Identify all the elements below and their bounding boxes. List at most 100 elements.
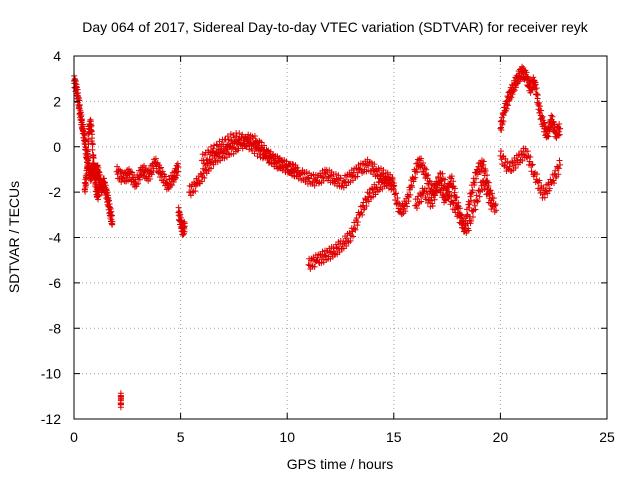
data-point-dense	[347, 237, 354, 244]
data-point-dense	[502, 155, 509, 162]
data-point-dense	[318, 174, 325, 181]
data-point-dense	[404, 203, 411, 210]
data-point-dense	[115, 166, 122, 173]
data-point-dense	[198, 178, 205, 185]
y-tick-label: -6	[49, 275, 62, 291]
x-tick-label: 15	[386, 429, 402, 445]
data-point-dense	[439, 170, 446, 177]
data-point-dense	[181, 228, 188, 235]
data-point-dense	[448, 173, 455, 180]
data-point-dense	[412, 174, 419, 181]
data-point-dense	[508, 158, 515, 165]
data-point	[175, 164, 182, 171]
data-point-dense	[423, 172, 430, 179]
data-point-dense	[195, 177, 202, 184]
data-point-dense	[133, 181, 140, 188]
data-point-dense	[333, 175, 340, 182]
data-point-dense	[96, 191, 103, 198]
data-point-dense	[555, 171, 562, 178]
data-point-dense	[407, 191, 414, 198]
data-point-dense	[380, 166, 387, 173]
data-point-dense	[187, 192, 194, 199]
data-point-dense	[223, 144, 230, 151]
x-tick-label: 10	[279, 429, 295, 445]
data-point-dense	[509, 91, 516, 98]
data-point-dense	[523, 69, 530, 76]
data-point-dense	[473, 192, 480, 199]
data-point-dense	[549, 113, 556, 120]
data-point-dense	[459, 224, 466, 231]
data-point-dense	[336, 249, 343, 256]
data-point-dense	[472, 206, 479, 213]
data-point-dense	[524, 148, 531, 155]
data-point-dense	[500, 112, 507, 119]
data-point-dense	[455, 205, 462, 212]
data-point-dense	[498, 126, 505, 133]
data-point-dense	[354, 173, 361, 180]
data-point-dense	[214, 142, 221, 149]
data-point-dense	[201, 160, 208, 167]
data-point-dense	[247, 136, 254, 143]
data-point-dense	[450, 178, 457, 185]
data-point-dense	[281, 157, 288, 164]
data-point-dense	[533, 171, 540, 178]
data-point-dense	[425, 171, 432, 178]
data-point-dense	[469, 189, 476, 196]
data-point-dense	[353, 215, 360, 222]
data-point-dense	[230, 132, 237, 139]
data-point-dense	[311, 263, 318, 270]
data-point-dense	[208, 165, 215, 172]
data-point-dense	[83, 180, 90, 187]
data-point-dense	[409, 184, 416, 191]
data-point-dense	[504, 101, 511, 108]
data-point-dense	[491, 208, 498, 215]
data-point-dense	[76, 97, 83, 104]
data-point-dense	[483, 172, 490, 179]
data-point-dense	[84, 153, 91, 160]
data-point-dense	[387, 181, 394, 188]
data-point-dense	[226, 143, 233, 150]
data-point	[145, 173, 152, 180]
data-point-dense	[420, 159, 427, 166]
data-point-dense	[421, 165, 428, 172]
data-point-dense	[157, 164, 164, 171]
data-point-dense	[311, 182, 318, 189]
data-point-dense	[142, 165, 149, 172]
data-point-dense	[156, 165, 163, 172]
data-point-dense	[457, 211, 464, 218]
data-point-dense	[536, 99, 543, 106]
data-point-dense	[208, 149, 215, 156]
data-point-dense	[90, 154, 97, 161]
data-point-dense	[163, 179, 170, 186]
data-point-dense	[289, 161, 296, 168]
data-point-dense	[152, 155, 159, 162]
data-point-dense	[391, 182, 398, 189]
data-point-dense	[519, 63, 526, 70]
data-point-dense	[441, 181, 448, 188]
data-point-dense	[512, 84, 519, 91]
data-point-dense	[89, 146, 96, 153]
data-point-dense	[365, 198, 372, 205]
data-point-dense	[349, 233, 356, 240]
data-point-dense	[487, 187, 494, 194]
data-point-dense	[177, 211, 184, 218]
data-point-dense	[359, 211, 366, 218]
data-point-dense	[433, 184, 440, 191]
data-point-dense	[104, 189, 111, 196]
data-point-dense	[170, 179, 177, 186]
data-point-dense	[106, 197, 113, 204]
y-tick-label: -12	[41, 411, 61, 427]
data-point-dense	[89, 131, 96, 138]
x-tick-label: 25	[599, 429, 615, 445]
data-point-dense	[551, 180, 558, 187]
data-point-dense	[79, 116, 86, 123]
data-point-dense	[469, 208, 476, 215]
data-point-dense	[255, 147, 262, 154]
data-point-dense	[249, 139, 256, 146]
data-point-dense	[259, 155, 266, 162]
data-point-dense	[91, 163, 98, 170]
data-point	[471, 202, 478, 209]
data-point-dense	[529, 161, 536, 168]
data-point-dense	[481, 186, 488, 193]
data-point-dense	[366, 190, 373, 197]
